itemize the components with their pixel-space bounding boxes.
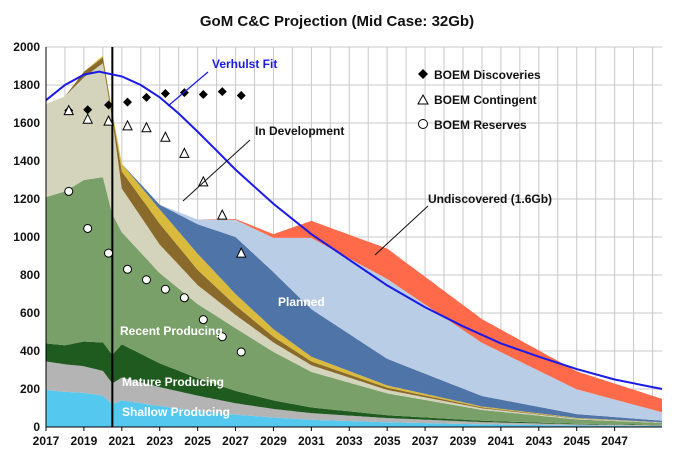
marker-boem-contingent — [122, 119, 133, 131]
axes: 2017 2019 2021 2023 2025 2027 2029 2031 2033 2035… — [13, 40, 662, 448]
recent-producing-label: Recent Producing — [120, 324, 223, 338]
area-shallow-producing — [46, 389, 662, 427]
legend-boem-contingent: BOEM Contingent — [434, 93, 537, 107]
area-mature-producing — [46, 361, 662, 427]
area-producing-fields — [46, 177, 662, 425]
y-tick-label: 200 — [20, 382, 40, 396]
marker-boem-reserves — [179, 293, 189, 303]
marker-boem-reserves — [141, 275, 151, 285]
x-tick-label: 2017 — [33, 434, 60, 448]
marker-boem-contingent — [63, 104, 75, 116]
area-in-development — [46, 57, 662, 423]
series-markers — [63, 87, 247, 357]
x-tick-label: 2025 — [184, 434, 211, 448]
legend-circle-symbol — [418, 119, 428, 129]
x-tick-label: 2027 — [222, 434, 249, 448]
marker-boem-reserves — [160, 284, 170, 294]
y-tick-label: 1200 — [13, 192, 40, 206]
y-tick-label: 1400 — [13, 154, 40, 168]
verhulst-pointer-line — [167, 71, 209, 107]
x-tick-label: 2041 — [488, 434, 515, 448]
shallow-producing-label: Shallow Producing — [122, 405, 230, 419]
marker-boem-discoveries — [83, 105, 93, 115]
marker-boem-discoveries — [104, 100, 114, 110]
marker-boem-discoveries — [160, 89, 170, 99]
x-tick-label: 2033 — [336, 434, 363, 448]
area-planned — [46, 55, 662, 423]
marker-boem-contingent — [216, 209, 228, 220]
x-tick-label: 2039 — [450, 434, 477, 448]
marker-boem-contingent — [141, 121, 152, 133]
in-development-label: In Development — [255, 124, 344, 138]
series-lines — [45, 70, 663, 390]
marker-boem-discoveries — [236, 90, 246, 100]
legend-boem-discoveries: BOEM Discoveries — [434, 68, 541, 82]
x-tick-label: 2047 — [601, 434, 628, 448]
stacked-areas — [46, 47, 662, 427]
undiscovered-pointer-line — [374, 205, 429, 256]
annotation-pointers — [167, 71, 429, 256]
marker-boem-discoveries — [217, 87, 227, 97]
marker-boem-reserves — [104, 248, 114, 258]
planned-label: Planned — [278, 295, 325, 309]
marker-boem-contingent — [160, 131, 171, 142]
marker-boem-discoveries — [198, 90, 208, 99]
in-development-pointer-line — [182, 139, 251, 202]
legend-diamond-symbol — [418, 69, 428, 79]
marker-boem-reserves — [198, 315, 208, 325]
marker-boem-contingent — [82, 113, 94, 124]
y-tick-label: 800 — [20, 268, 40, 282]
chart-title: GoM C&C Projection (Mid Case: 32Gb) — [200, 13, 474, 30]
y-tick-label: 2000 — [13, 40, 40, 54]
marker-boem-discoveries — [123, 97, 133, 107]
area-labels: Verhulst Fit In Development Undiscovered… — [120, 57, 552, 419]
x-tick-label: 2043 — [525, 434, 552, 448]
x-tick-label: 2035 — [374, 434, 401, 448]
verhulst-fit-label: Verhulst Fit — [212, 57, 277, 71]
marker-boem-contingent — [103, 114, 114, 126]
marker-boem-reserves — [64, 186, 74, 196]
area-recent-producing — [46, 341, 662, 426]
y-tick-label: 400 — [20, 344, 40, 358]
legend-triangle-symbol — [417, 93, 429, 105]
x-tick-label: 2019 — [71, 434, 98, 448]
marker-boem-contingent — [198, 175, 209, 187]
x-tick-label: 2029 — [260, 434, 287, 448]
y-tick-label: 1800 — [13, 78, 40, 92]
marker-boem-discoveries — [141, 92, 151, 102]
y-tick-label: 0 — [33, 420, 40, 434]
marker-boem-contingent — [179, 147, 190, 158]
area-field-layers — [46, 63, 662, 423]
legend: BOEM Discoveries BOEM Contingent BOEM Re… — [417, 68, 541, 132]
x-tick-label: 2031 — [298, 434, 325, 448]
y-tick-label: 600 — [20, 306, 40, 320]
y-tick-label: 1000 — [13, 230, 40, 244]
marker-boem-reserves — [123, 264, 133, 274]
x-tick-label: 2023 — [146, 434, 173, 448]
marker-boem-contingent — [235, 247, 247, 258]
line-verhulst-fit — [45, 70, 663, 390]
y-tick-label: 1600 — [13, 116, 40, 130]
marker-boem-reserves — [236, 347, 246, 357]
marker-boem-reserves — [217, 332, 227, 342]
x-tick-label: 2045 — [563, 434, 590, 448]
legend-boem-reserves: BOEM Reserves — [434, 118, 527, 132]
x-tick-label: 2037 — [412, 434, 439, 448]
mature-producing-label: Mature Producing — [122, 375, 224, 389]
marker-boem-reserves — [83, 223, 93, 233]
undiscovered-label: Undiscovered (1.6Gb) — [428, 192, 552, 206]
x-tick-label: 2021 — [108, 434, 135, 448]
